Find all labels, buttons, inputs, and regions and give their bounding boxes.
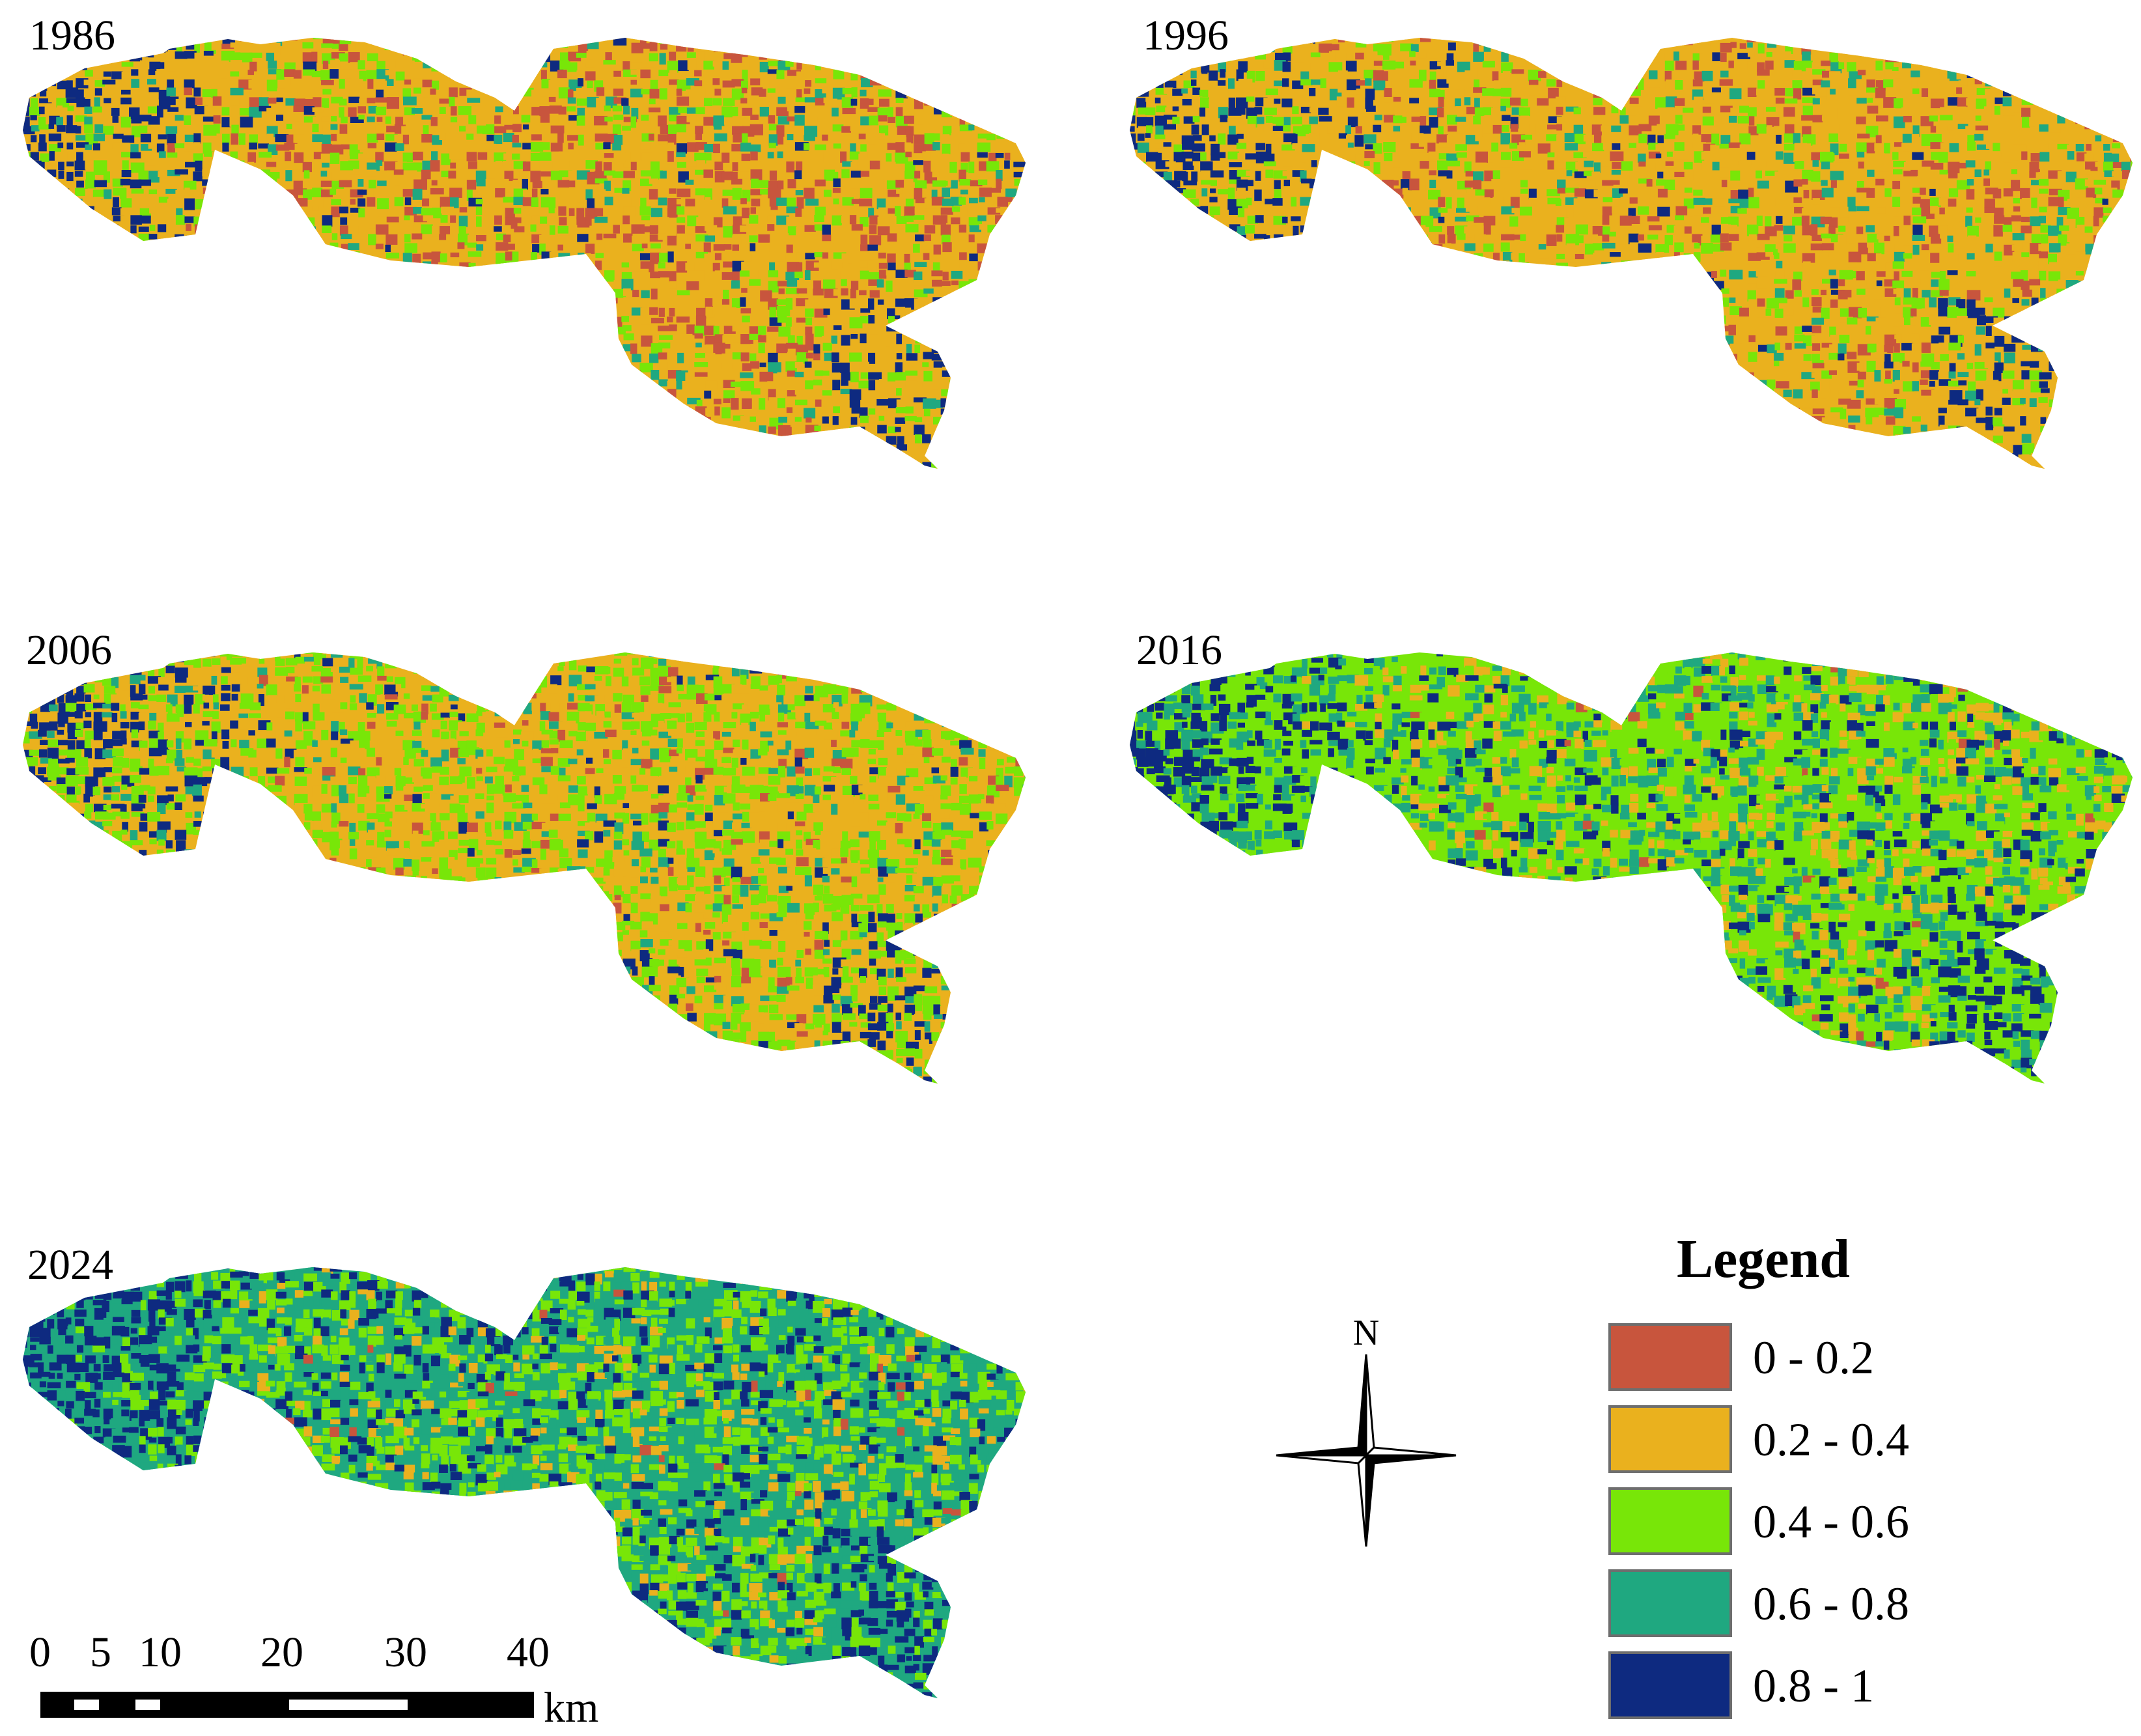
compass-rose-icon: N [1276,1313,1457,1547]
legend-swatch [1608,1323,1732,1391]
panel-year-label: 2006 [26,626,112,674]
basin-map [1130,38,2133,469]
map-panel-1996: 1996 [1107,0,2141,482]
legend-swatch [1608,1569,1732,1637]
panel-year-label: 1986 [29,12,115,59]
basin-raster [23,38,1026,469]
scale-tick-label: 30 [384,1629,427,1676]
legend-label: 0.2 - 0.4 [1753,1414,1909,1466]
scale-tick-label: 0 [29,1629,51,1676]
basin-map [1130,652,2133,1084]
legend-item: 0.8 - 1 [1608,1651,2064,1724]
legend-swatch [1608,1651,1732,1719]
scale-tick-label: 40 [507,1629,550,1676]
legend-label: 0.8 - 1 [1753,1660,1874,1712]
basin-map [23,38,1026,469]
legend-item: 0.2 - 0.4 [1608,1405,2064,1478]
legend-item: 0.6 - 0.8 [1608,1569,2064,1642]
legend-swatch [1608,1487,1732,1555]
basin-raster [23,652,1026,1084]
scale-tick-label: 10 [139,1629,182,1676]
scale-tick-label: 5 [90,1629,111,1676]
scale-unit-label: km [544,1684,599,1731]
legend-title: Legend [1677,1229,1851,1289]
scale-bar [26,1625,540,1664]
legend-swatch [1608,1405,1732,1473]
north-label: N [1353,1313,1379,1353]
map-panel-2006: 2006 [0,615,1042,1097]
scale-tick-label: 20 [260,1629,303,1676]
panel-year-label: 2024 [27,1241,113,1289]
panel-year-label: 1996 [1143,12,1229,59]
legend-label: 0.4 - 0.6 [1753,1496,1909,1548]
map-panel-2016: 2016 [1107,615,2141,1097]
map-panel-2024: 2024 [0,1229,1042,1711]
legend-item: 0 - 0.2 [1608,1323,2064,1396]
legend-label: 0 - 0.2 [1753,1332,1874,1384]
basin-map [23,1267,1026,1698]
map-panel-1986: 1986 [0,0,1042,482]
legend-label: 0.6 - 0.8 [1753,1578,1909,1630]
basin-raster [1130,652,2133,1084]
legend-item: 0.4 - 0.6 [1608,1487,2064,1560]
north-arrow: N [1273,1309,1468,1553]
panel-year-label: 2016 [1136,626,1222,674]
basin-raster [1130,38,2133,469]
basin-map [23,652,1026,1084]
